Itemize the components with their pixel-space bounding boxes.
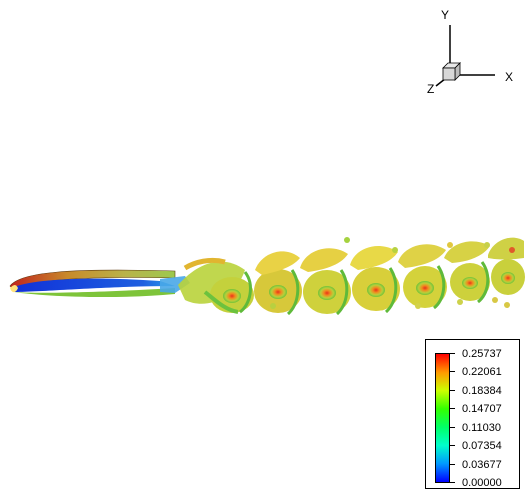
x-axis-label: X — [505, 70, 514, 84]
legend-label: 0.00000 — [462, 477, 502, 489]
legend-tick — [450, 427, 455, 428]
legend-label: 0.18384 — [462, 385, 502, 397]
legend-label: 0.11030 — [462, 422, 501, 434]
axis-cube-icon — [442, 62, 461, 81]
axis-triad — [435, 25, 495, 87]
legend-tick — [450, 408, 455, 409]
vortex-core — [303, 270, 351, 314]
legend-tick — [450, 464, 455, 465]
legend-label: 0.25737 — [462, 348, 502, 360]
legend-label: 0.14707 — [462, 403, 502, 415]
vortex-street — [178, 237, 525, 316]
vortex-core — [210, 277, 254, 313]
vortex-core — [352, 267, 400, 311]
z-axis-label: Z — [427, 82, 435, 96]
legend-tick — [450, 390, 455, 391]
color-legend: 0.25737 0.22061 0.18384 0.14707 0.11030 … — [425, 339, 520, 489]
vortex-core — [450, 263, 490, 301]
legend-tick — [450, 445, 455, 446]
vortex-core — [254, 269, 302, 313]
legend-label: 0.07354 — [462, 440, 502, 452]
vortex-core — [491, 259, 525, 295]
legend-tick — [450, 353, 455, 354]
legend-label: 0.03677 — [462, 459, 502, 471]
legend-tick — [450, 482, 455, 483]
vortex-core — [403, 266, 447, 308]
y-axis-label: Y — [441, 8, 450, 22]
airfoil — [9, 269, 190, 298]
legend-color-bar — [435, 353, 450, 483]
legend-label: 0.22061 — [462, 366, 502, 378]
legend-tick — [450, 371, 455, 372]
